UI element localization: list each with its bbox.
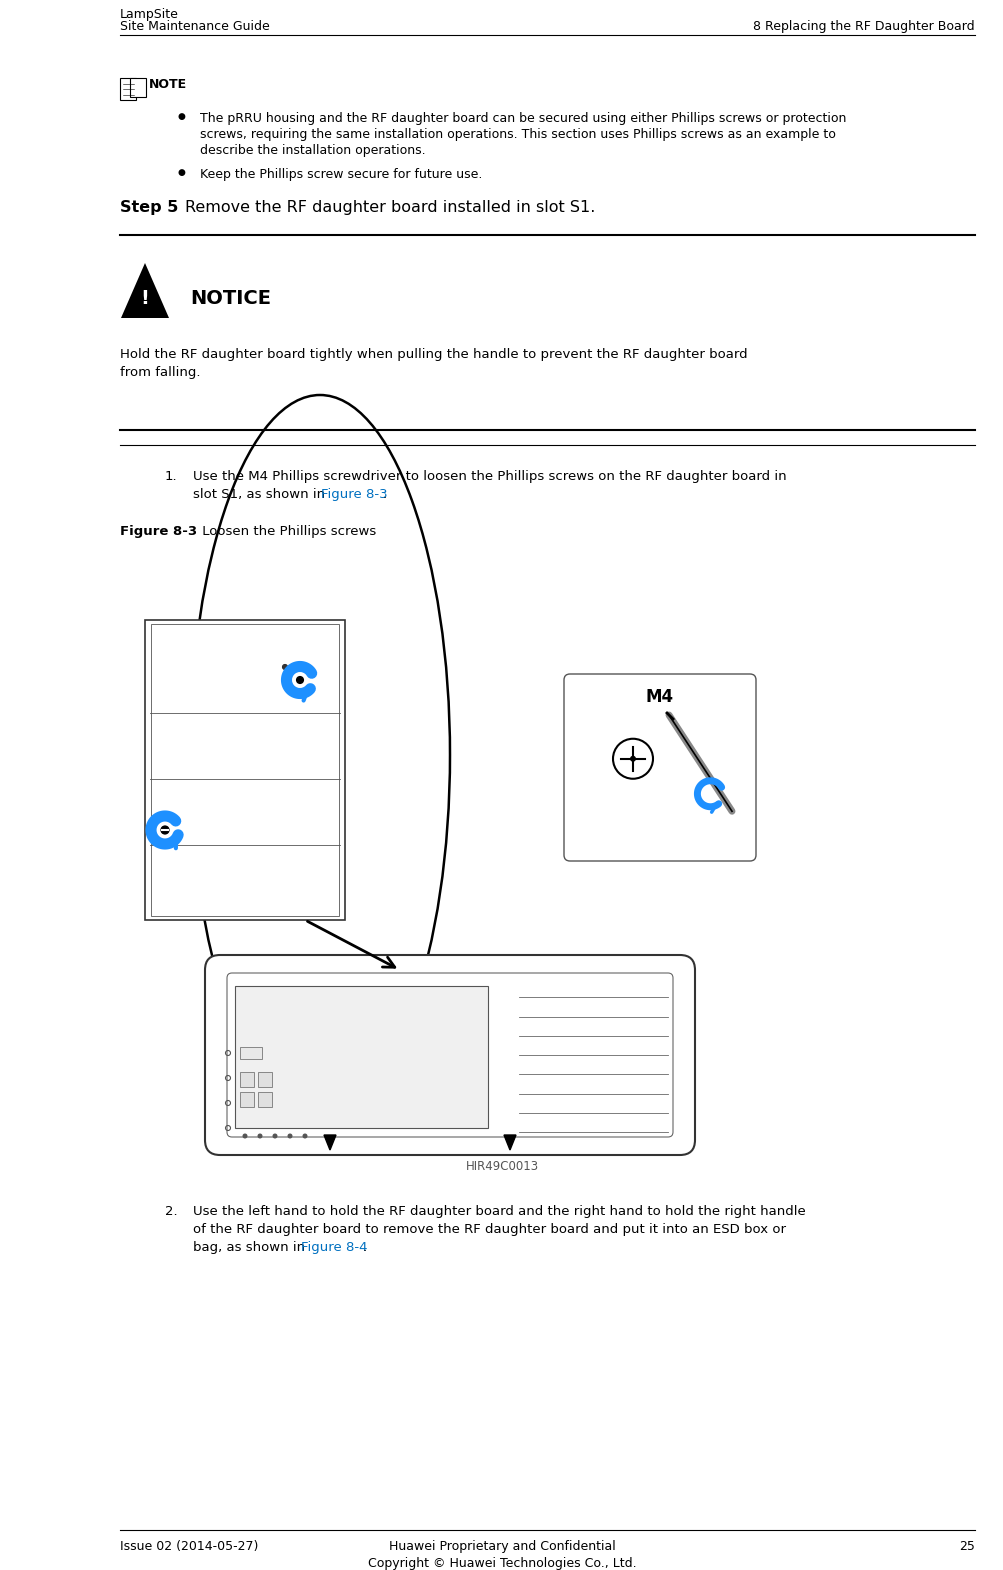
Circle shape: [157, 823, 172, 837]
Text: M4: M4: [645, 688, 673, 706]
Polygon shape: [121, 264, 169, 319]
Circle shape: [243, 1134, 247, 1138]
FancyBboxPatch shape: [144, 620, 345, 920]
FancyBboxPatch shape: [227, 973, 672, 1137]
Polygon shape: [504, 1135, 516, 1149]
Circle shape: [296, 677, 303, 683]
FancyBboxPatch shape: [240, 1047, 262, 1058]
Text: Use the M4 Phillips screwdriver to loosen the Phillips screws on the RF daughter: Use the M4 Phillips screwdriver to loose…: [193, 469, 785, 484]
Text: 1.: 1.: [164, 469, 178, 484]
Text: Hold the RF daughter board tightly when pulling the handle to prevent the RF dau: Hold the RF daughter board tightly when …: [120, 349, 747, 361]
Circle shape: [273, 1134, 277, 1138]
FancyBboxPatch shape: [240, 1072, 254, 1086]
Text: Step 5: Step 5: [120, 199, 179, 215]
FancyBboxPatch shape: [205, 955, 694, 1156]
Text: 25: 25: [958, 1540, 974, 1553]
Text: Remove the RF daughter board installed in slot S1.: Remove the RF daughter board installed i…: [185, 199, 595, 215]
Text: NOTICE: NOTICE: [190, 289, 271, 308]
FancyBboxPatch shape: [258, 1091, 272, 1107]
Circle shape: [282, 664, 287, 669]
FancyBboxPatch shape: [564, 674, 755, 860]
Text: Issue 02 (2014-05-27): Issue 02 (2014-05-27): [120, 1540, 258, 1553]
Text: of the RF daughter board to remove the RF daughter board and put it into an ESD : of the RF daughter board to remove the R…: [193, 1223, 785, 1236]
Text: Loosen the Phillips screws: Loosen the Phillips screws: [198, 524, 376, 539]
Text: LampSite: LampSite: [120, 8, 179, 20]
FancyBboxPatch shape: [129, 78, 146, 97]
Text: The pRRU housing and the RF daughter board can be secured using either Phillips : The pRRU housing and the RF daughter boa…: [200, 111, 846, 126]
Text: !: !: [140, 289, 149, 308]
Text: 2.: 2.: [164, 1206, 178, 1218]
Text: bag, as shown in: bag, as shown in: [193, 1240, 309, 1254]
Text: .: .: [363, 1240, 367, 1254]
Text: Huawei Proprietary and Confidential: Huawei Proprietary and Confidential: [388, 1540, 615, 1553]
Text: 8 Replacing the RF Daughter Board: 8 Replacing the RF Daughter Board: [752, 20, 974, 33]
Text: Figure 8-3: Figure 8-3: [321, 488, 387, 501]
Text: HIR49C0013: HIR49C0013: [465, 1160, 538, 1173]
Circle shape: [293, 674, 307, 686]
FancyBboxPatch shape: [258, 1072, 272, 1086]
Text: NOTE: NOTE: [148, 78, 187, 91]
Text: ●: ●: [178, 111, 186, 121]
FancyBboxPatch shape: [120, 78, 136, 100]
Circle shape: [288, 1134, 292, 1138]
Text: ●: ●: [178, 168, 186, 177]
Circle shape: [303, 1134, 307, 1138]
Text: describe the installation operations.: describe the installation operations.: [200, 144, 425, 157]
Circle shape: [258, 1134, 262, 1138]
FancyBboxPatch shape: [235, 986, 487, 1127]
FancyBboxPatch shape: [150, 623, 339, 917]
Polygon shape: [324, 1135, 336, 1149]
Text: Site Maintenance Guide: Site Maintenance Guide: [120, 20, 270, 33]
Text: from falling.: from falling.: [120, 366, 201, 378]
Text: Figure 8-3: Figure 8-3: [120, 524, 197, 539]
Text: .: .: [382, 488, 387, 501]
Text: Keep the Phillips screw secure for future use.: Keep the Phillips screw secure for futur…: [200, 168, 481, 181]
FancyBboxPatch shape: [240, 1091, 254, 1107]
Text: Use the left hand to hold the RF daughter board and the right hand to hold the r: Use the left hand to hold the RF daughte…: [193, 1206, 805, 1218]
Text: Figure 8-4: Figure 8-4: [301, 1240, 367, 1254]
Circle shape: [629, 755, 635, 761]
Circle shape: [160, 826, 169, 834]
Text: screws, requiring the same installation operations. This section uses Phillips s: screws, requiring the same installation …: [200, 129, 835, 141]
Text: Copyright © Huawei Technologies Co., Ltd.: Copyright © Huawei Technologies Co., Ltd…: [367, 1557, 636, 1570]
Text: slot S1, as shown in: slot S1, as shown in: [193, 488, 329, 501]
